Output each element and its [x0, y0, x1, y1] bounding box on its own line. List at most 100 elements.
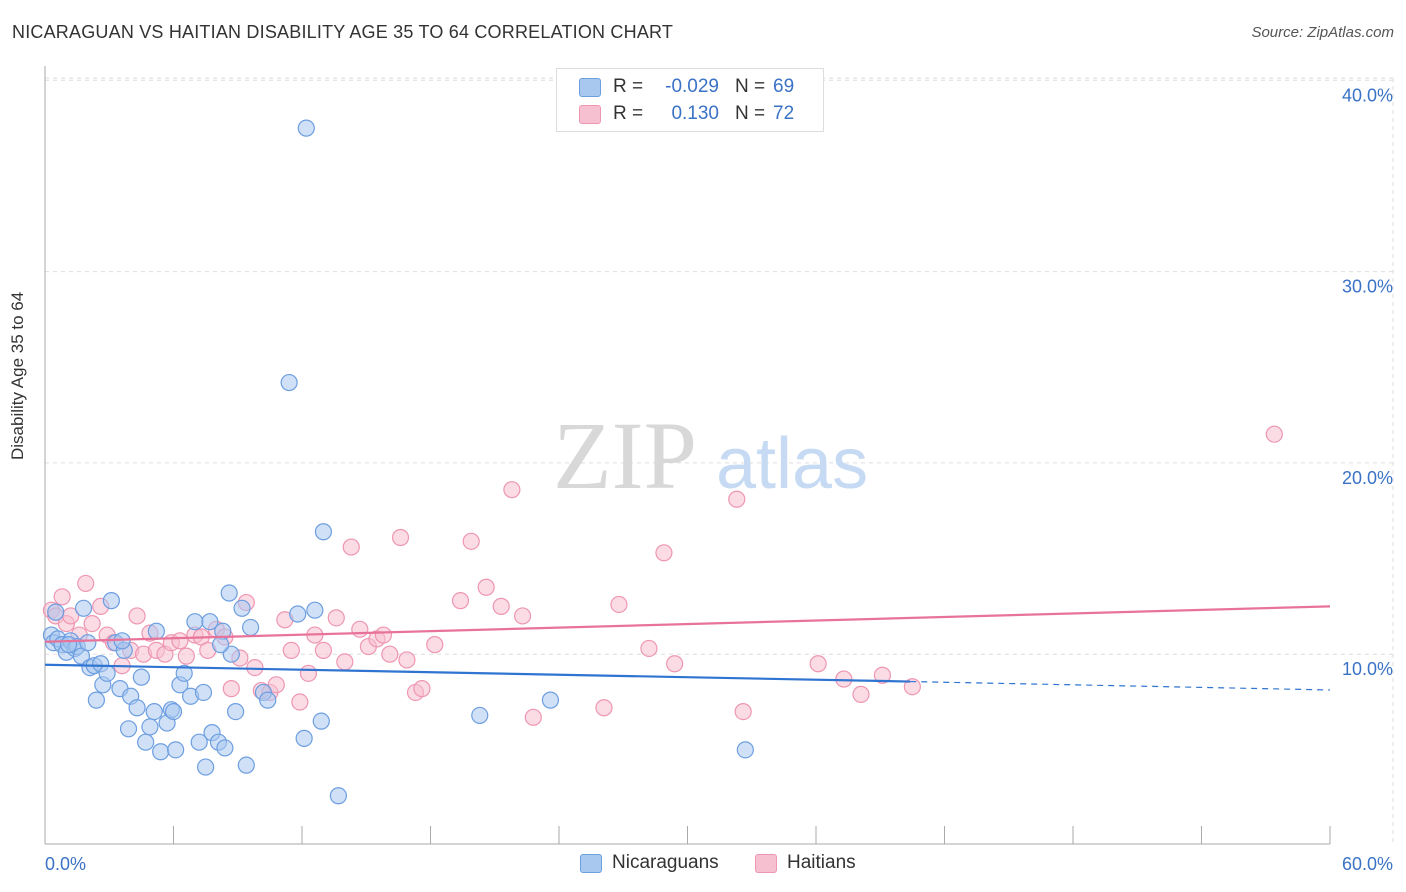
nicaraguans-point [167, 741, 185, 759]
y-axis-label: Disability Age 35 to 64 [8, 291, 27, 460]
haitians-point [426, 636, 444, 654]
nicaraguans-point [280, 373, 298, 392]
haitians-point [381, 645, 399, 663]
haitians-point [503, 481, 521, 499]
nicaraguans-point [471, 706, 489, 725]
haitians-point [177, 647, 195, 665]
haitians-point [655, 544, 673, 562]
n-value: 72 [773, 103, 795, 124]
nicaraguans-point [329, 787, 348, 805]
nicaraguans-point [145, 702, 163, 721]
nicaraguans-point [74, 599, 93, 617]
nicaraguans-point [79, 634, 97, 652]
n-label: N = [735, 103, 766, 124]
nicaraguans-point [233, 599, 251, 617]
x-tick-label: 60.0% [1342, 854, 1393, 874]
nicaraguans-point [289, 605, 307, 623]
nicaraguans-point [295, 729, 313, 747]
watermark: ZIP atlas [553, 402, 868, 509]
nicaraguans-point [87, 691, 106, 709]
axis-layer [44, 66, 1331, 845]
haitians-point [398, 651, 416, 669]
haitians-point [524, 708, 542, 726]
y-tick-label: 20.0% [1342, 468, 1393, 488]
haitians-point [342, 538, 360, 556]
haitians-point [595, 699, 613, 717]
nicaraguans-point [216, 739, 234, 757]
nicaraguans-point [736, 741, 754, 759]
haitians-point [462, 532, 480, 550]
x-tick-label: 0.0% [45, 854, 86, 874]
haitians-point [282, 641, 300, 659]
n-value: 69 [773, 76, 795, 97]
haitians-point [267, 676, 285, 694]
haitians-point [53, 588, 71, 606]
nicaraguans-point [137, 733, 155, 751]
legend-label-haitians: Haitians [787, 852, 856, 873]
nicaraguans-point [237, 756, 255, 774]
nicaraguans-point [194, 683, 213, 702]
nicaraguans-point [242, 618, 260, 637]
nicaraguans-point [201, 613, 219, 631]
haitians-point [291, 693, 309, 711]
haitians-points [42, 425, 1283, 726]
watermark-atlas: atlas [716, 424, 868, 504]
haitians-point [374, 626, 392, 644]
nicaraguans-point [197, 758, 215, 776]
haitians-point [852, 685, 870, 703]
nicaraguans-swatch [579, 78, 601, 97]
haitians-point [413, 680, 431, 698]
haitians-point [513, 607, 532, 625]
nicaraguans-point [59, 636, 78, 654]
haitians-point [640, 639, 658, 658]
haitians-point [873, 666, 891, 684]
haitians-point [299, 664, 318, 682]
nicaraguans-trend-extension [910, 680, 1331, 691]
nicaraguans-point [132, 668, 150, 686]
tick-labels: 10.0% 20.0% 30.0% 40.0% 0.0% 60.0% [45, 85, 1393, 874]
haitians-point [492, 597, 510, 615]
haitians-point [351, 620, 369, 638]
haitians-point [77, 574, 95, 593]
nicaraguans-point [314, 523, 333, 541]
r-value: 0.130 [671, 103, 719, 124]
r-value: -0.029 [665, 76, 719, 97]
nicaraguans-point [227, 702, 245, 721]
nicaraguans-point [312, 712, 330, 730]
haitians-point [222, 680, 240, 698]
nicaraguans-point [222, 645, 240, 663]
nicaraguans-point [175, 664, 193, 682]
nicaraguans-point [152, 743, 170, 761]
haitians-trend-line [44, 605, 1331, 643]
watermark-zip: ZIP [553, 402, 697, 509]
legend-swatch-haitians [755, 854, 777, 873]
nicaraguans-point [102, 592, 120, 610]
nicaraguans-point [190, 733, 208, 751]
nicaraguans-point [164, 702, 183, 721]
legend-swatch-nicaraguans [580, 854, 602, 873]
nicaraguans-point [98, 664, 116, 682]
nicaraguans-point [119, 720, 138, 738]
nicaraguans-point [259, 691, 277, 709]
haitians-point [128, 607, 146, 625]
nicaraguans-point [541, 691, 560, 709]
nicaraguans-point [128, 699, 146, 717]
haitians-point [809, 655, 827, 673]
haitians-point [451, 592, 470, 610]
haitians-point [391, 528, 410, 547]
nicaraguans-point [297, 119, 315, 137]
haitians-point [83, 614, 101, 633]
nicaraguans-point [47, 603, 65, 621]
y-tick-label: 40.0% [1342, 85, 1393, 105]
y-tick-label: 10.0% [1342, 659, 1393, 679]
haitians-point [314, 641, 333, 659]
trend-lines [44, 605, 1331, 691]
haitians-point [246, 658, 264, 677]
haitians-point [327, 609, 345, 627]
r-label: R = [613, 103, 644, 124]
haitians-point [171, 632, 189, 650]
r-label: R = [613, 76, 644, 97]
nicaraguans-point [141, 718, 159, 736]
nicaraguans-trend-line [44, 663, 911, 683]
nicaraguans-point [147, 622, 165, 640]
